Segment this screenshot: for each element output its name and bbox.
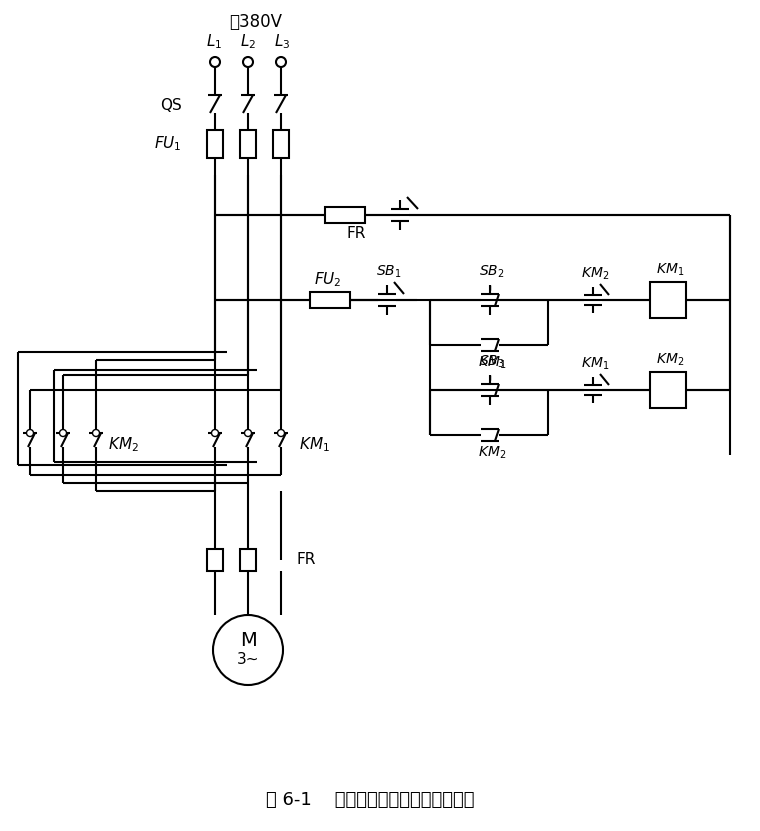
Bar	[325, 207, 365, 223]
Bar	[240, 549, 256, 571]
Text: 3∼: 3∼	[237, 652, 259, 667]
Text: $KM_2$: $KM_2$	[656, 352, 684, 368]
Text: $KM_1$: $KM_1$	[581, 356, 610, 372]
Text: $FU_2$: $FU_2$	[314, 271, 342, 289]
Text: ～380V: ～380V	[230, 13, 283, 31]
Text: FR: FR	[347, 225, 366, 240]
Bar	[273, 130, 289, 158]
Text: $KM_2$: $KM_2$	[108, 435, 139, 455]
Circle shape	[277, 430, 284, 436]
Bar	[650, 282, 686, 318]
Text: $KM_2$: $KM_2$	[581, 266, 610, 283]
Text: $L_3$: $L_3$	[274, 32, 290, 52]
Text: $KM_1$: $KM_1$	[299, 435, 330, 455]
Text: $SB_1$: $SB_1$	[376, 263, 402, 280]
Text: QS: QS	[160, 97, 182, 112]
Text: $SB_3$: $SB_3$	[479, 354, 505, 370]
Circle shape	[93, 430, 100, 436]
Text: $KM_2$: $KM_2$	[478, 445, 506, 461]
Text: $KM_1$: $KM_1$	[478, 355, 506, 371]
Text: M: M	[239, 632, 256, 651]
Bar	[207, 549, 223, 571]
Text: FR: FR	[297, 553, 316, 568]
Circle shape	[245, 430, 252, 436]
Circle shape	[276, 57, 286, 67]
Bar	[240, 130, 256, 158]
Text: $SB_2$: $SB_2$	[480, 263, 505, 280]
Text: $L_2$: $L_2$	[240, 32, 256, 52]
Text: 图 6-1    交流电动机的正反转控制电路: 图 6-1 交流电动机的正反转控制电路	[266, 791, 474, 809]
Circle shape	[210, 57, 220, 67]
Circle shape	[27, 430, 33, 436]
Bar	[650, 372, 686, 408]
Text: $KM_1$: $KM_1$	[656, 262, 684, 278]
Circle shape	[213, 615, 283, 685]
Text: $FU_1$: $FU_1$	[154, 135, 182, 154]
Bar	[207, 130, 223, 158]
Circle shape	[59, 430, 67, 436]
Circle shape	[243, 57, 253, 67]
Text: $L_1$: $L_1$	[206, 32, 222, 52]
Circle shape	[211, 430, 219, 436]
Bar	[310, 292, 350, 308]
